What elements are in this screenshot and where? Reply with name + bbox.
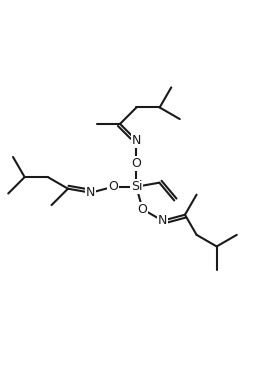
Text: Si: Si [131,180,142,193]
Text: O: O [137,203,147,216]
Text: N: N [86,186,95,199]
Text: N: N [132,134,141,147]
Text: O: O [132,157,141,170]
Text: O: O [108,180,118,193]
Text: N: N [158,214,167,227]
